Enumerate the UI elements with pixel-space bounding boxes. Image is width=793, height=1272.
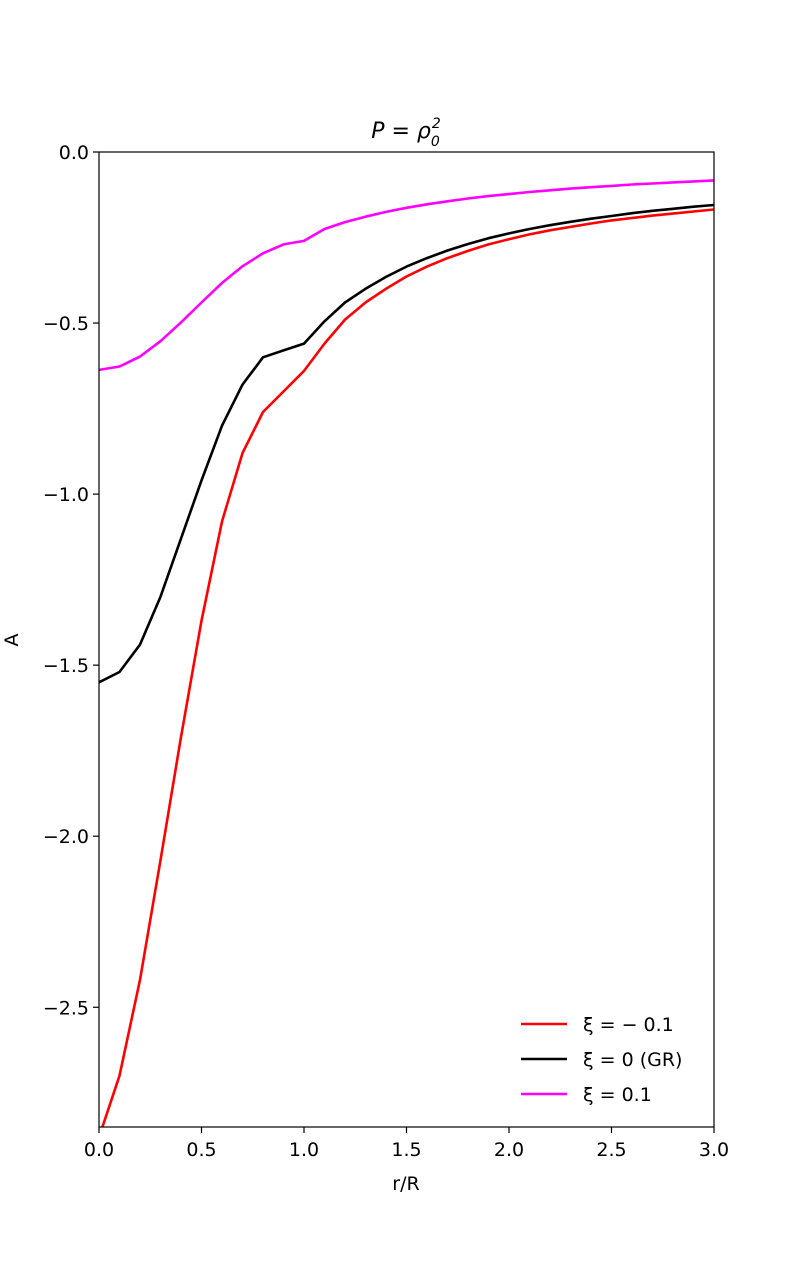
x-axis-label: r/R xyxy=(392,1173,419,1195)
x-axis-ticks: 0.0 0.5 1.0 1.5 2.0 2.5 3.0 xyxy=(84,1127,729,1161)
x-tick-label: 1.0 xyxy=(289,1139,319,1161)
y-tick-label: −1.5 xyxy=(43,655,89,677)
x-tick-label: 2.0 xyxy=(494,1139,524,1161)
y-tick-label: −2.0 xyxy=(43,826,89,848)
x-tick-label: 2.5 xyxy=(596,1139,626,1161)
x-tick-label: 1.5 xyxy=(391,1139,421,1161)
legend-label: ξ = 0 (GR) xyxy=(583,1049,682,1071)
y-tick-label: −0.5 xyxy=(43,313,89,335)
legend-label: ξ = − 0.1 xyxy=(583,1014,674,1036)
series-line-1 xyxy=(99,203,714,684)
chart-title: P = ρ02 xyxy=(371,116,441,150)
y-axis-ticks: 0.0 −0.5 −1.0 −1.5 −2.0 −2.5 xyxy=(43,142,99,1019)
y-tick-label: −2.5 xyxy=(43,997,89,1019)
x-tick-label: 3.0 xyxy=(699,1139,729,1161)
y-tick-label: −1.0 xyxy=(43,484,89,506)
x-tick-label: 0.5 xyxy=(186,1139,216,1161)
y-axis-label: A xyxy=(1,634,23,647)
series-layer xyxy=(99,179,714,1127)
legend: ξ = − 0.1 ξ = 0 (GR) ξ = 0.1 xyxy=(521,1014,682,1106)
legend-label: ξ = 0.1 xyxy=(583,1084,652,1106)
series-line-0 xyxy=(101,208,714,1127)
x-tick-label: 0.0 xyxy=(84,1139,114,1161)
series-line-2 xyxy=(99,179,714,372)
plot-frame xyxy=(98,151,715,1128)
y-tick-label: 0.0 xyxy=(59,142,89,164)
